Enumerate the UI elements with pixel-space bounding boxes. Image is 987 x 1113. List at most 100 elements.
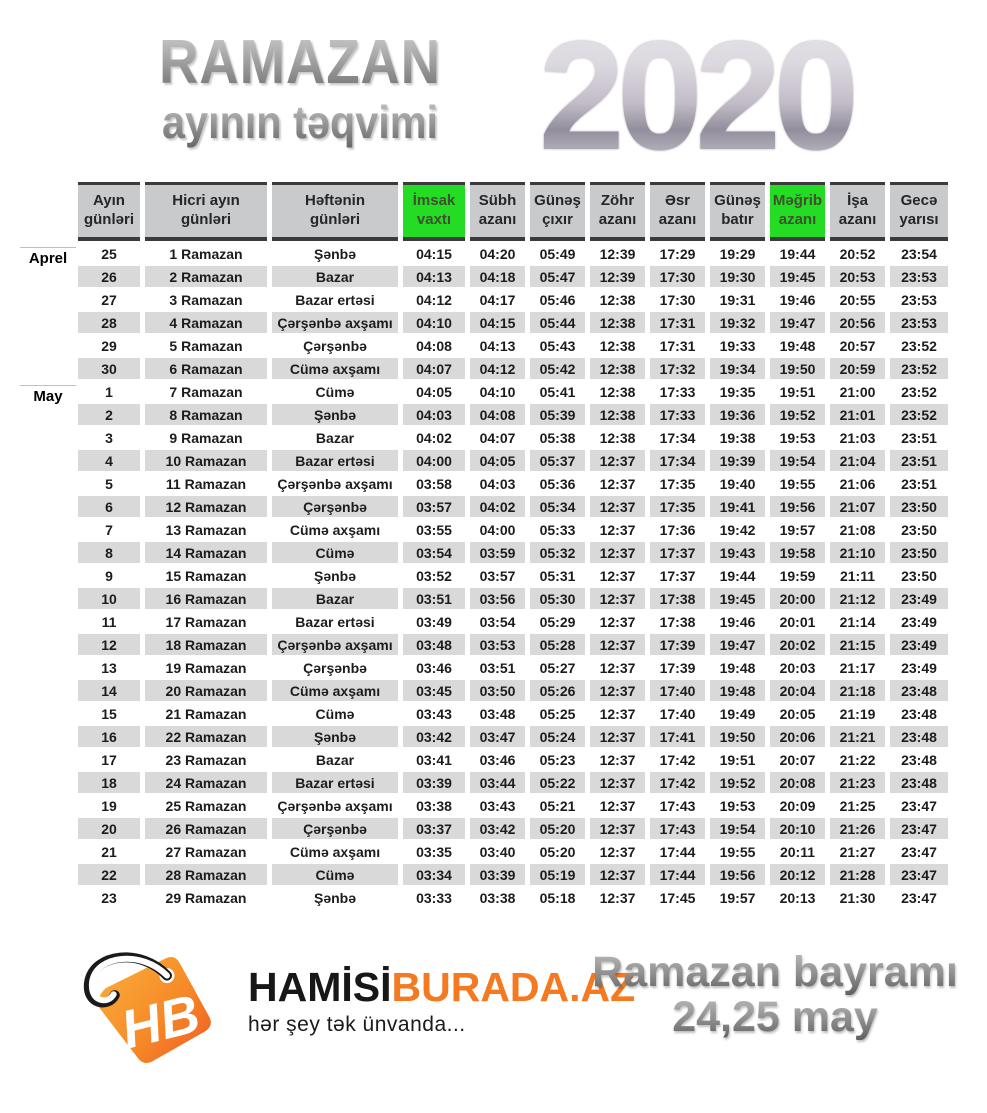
cell-maghrib: 20:09 — [779, 797, 816, 814]
cell-sunrise: 05:44 — [530, 312, 585, 333]
cell-isha: 21:25 — [839, 797, 876, 814]
cell-weekday: Bazar ertəsi — [272, 450, 398, 471]
cell-asr: 17:31 — [650, 312, 705, 333]
cell-isha: 21:27 — [839, 843, 876, 860]
table-row: 15 21 Ramazan Cümə 03:43 03:48 05:25 12:37 17:4… — [78, 703, 948, 724]
cell-zohr: 12:39 — [590, 266, 645, 287]
cell-maghrib: 20:01 — [779, 613, 816, 630]
logo-text: HAMİSİBURADA.AZ hər şey tək ünvanda... — [248, 967, 635, 1037]
cell-hijri: 5 Ramazan — [169, 337, 243, 354]
cell-day: 5 — [105, 475, 113, 492]
cell-asr: 17:40 — [659, 705, 696, 722]
cell-sunrise: 05:31 — [539, 567, 576, 584]
cell-day: 13 — [101, 659, 117, 676]
cell-imsak: 03:35 — [416, 843, 452, 860]
cell-maghrib: 19:44 — [779, 245, 816, 262]
table-row: 30 6 Ramazan Cümə axşamı 04:07 04:12 05:42 12:… — [78, 358, 948, 379]
cell-maghrib: 20:08 — [770, 772, 825, 793]
column-header-asr: Əsr azanı — [650, 182, 705, 241]
cell-hijri: 26 Ramazan — [145, 818, 267, 839]
cell-hijri: 15 Ramazan — [165, 567, 247, 584]
cell-imsak: 03:54 — [403, 542, 465, 563]
cell-isha: 21:04 — [830, 450, 885, 471]
cell-subh: 04:08 — [470, 404, 525, 425]
cell-sunrise: 05:33 — [539, 521, 576, 538]
cell-isha: 21:01 — [830, 404, 885, 425]
title-subtitle: ayının təqvimi — [120, 97, 480, 148]
cell-maghrib: 20:02 — [770, 634, 825, 655]
cell-maghrib: 20:04 — [770, 680, 825, 701]
cell-asr: 17:39 — [650, 634, 705, 655]
cell-subh: 03:38 — [479, 889, 516, 906]
cell-imsak: 03:43 — [416, 705, 452, 722]
cell-maghrib: 19:45 — [770, 266, 825, 287]
cell-zohr: 12:38 — [590, 358, 645, 379]
cell-sunrise: 05:18 — [539, 889, 576, 906]
table-row: 7 13 Ramazan Cümə axşamı 03:55 04:00 05:33 12:… — [78, 519, 948, 540]
cell-sunrise: 05:37 — [530, 450, 585, 471]
cell-day: 16 — [78, 726, 140, 747]
cell-isha: 21:11 — [839, 567, 876, 584]
cell-asr: 17:36 — [659, 521, 696, 538]
cell-imsak: 04:08 — [416, 337, 452, 354]
cell-sunrise: 05:49 — [539, 245, 576, 262]
cell-subh: 03:48 — [479, 705, 516, 722]
cell-imsak: 03:58 — [416, 475, 452, 492]
cell-midnight: 23:48 — [890, 680, 948, 701]
column-header-hijri: Hicri ayın günləri — [145, 182, 267, 241]
table-row: 8 14 Ramazan Cümə 03:54 03:59 05:32 12:37 17:37… — [78, 542, 948, 563]
table-row: 5 11 Ramazan Çərşənbə axşamı 03:58 04:03 05:3… — [78, 473, 948, 494]
cell-sunset: 19:35 — [719, 383, 756, 400]
cell-sunset: 19:42 — [719, 521, 756, 538]
table-row: 3 9 Ramazan Bazar 04:02 04:07 05:38 12:38 17:34… — [78, 427, 948, 448]
cell-asr: 17:43 — [650, 818, 705, 839]
cell-imsak: 04:05 — [416, 383, 452, 400]
cell-sunrise: 05:42 — [530, 358, 585, 379]
hamisiburada-logo: HB HAMİSİBURADA.AZ hər şey tək ünvanda..… — [70, 945, 635, 1065]
cell-sunset: 19:53 — [719, 797, 756, 814]
cell-isha: 20:56 — [830, 312, 885, 333]
cell-midnight: 23:51 — [901, 475, 937, 492]
cell-sunset: 19:56 — [710, 864, 765, 885]
cell-isha: 21:15 — [830, 634, 885, 655]
cell-zohr: 12:37 — [599, 659, 636, 676]
cell-isha: 21:18 — [830, 680, 885, 701]
cell-sunrise: 05:25 — [539, 705, 576, 722]
cell-asr: 17:38 — [650, 588, 705, 609]
table-row: 26 2 Ramazan Bazar 04:13 04:18 05:47 12:39 17:3… — [78, 266, 948, 287]
cell-isha: 20:53 — [830, 266, 885, 287]
cell-maghrib: 19:58 — [770, 542, 825, 563]
cell-sunset: 19:41 — [710, 496, 765, 517]
cell-sunset: 19:38 — [719, 429, 756, 446]
cell-midnight: 23:52 — [901, 337, 937, 354]
cell-isha: 21:12 — [830, 588, 885, 609]
cell-subh: 03:50 — [470, 680, 525, 701]
cell-sunrise: 05:46 — [539, 291, 576, 308]
cell-midnight: 23:47 — [901, 843, 937, 860]
cell-weekday: Cümə — [315, 383, 355, 400]
price-tag-icon: HB — [70, 945, 245, 1070]
cell-sunset: 19:32 — [710, 312, 765, 333]
cell-sunrise: 05:20 — [539, 843, 576, 860]
brand-tagline: hər şey tək ünvanda... — [248, 1013, 466, 1036]
cell-midnight: 23:48 — [890, 726, 948, 747]
cell-imsak: 03:51 — [403, 588, 465, 609]
cell-imsak: 04:00 — [403, 450, 465, 471]
table-header-row: Ayın günləri Hicri ayın günləri Həftənin g… — [78, 182, 948, 241]
cell-midnight: 23:49 — [901, 659, 937, 676]
cell-sunset: 19:49 — [719, 705, 756, 722]
cell-zohr: 12:38 — [599, 429, 636, 446]
cell-asr: 17:34 — [650, 450, 705, 471]
cell-sunset: 19:47 — [710, 634, 765, 655]
cell-asr: 17:37 — [650, 542, 705, 563]
cell-midnight: 23:47 — [901, 797, 937, 814]
cell-imsak: 04:07 — [403, 358, 465, 379]
table-row: 27 3 Ramazan Bazar ertəsi 04:12 04:17 05:46 12… — [78, 289, 948, 310]
cell-weekday: Çərşənbə — [272, 818, 398, 839]
cell-hijri: 19 Ramazan — [165, 659, 247, 676]
cell-day: 9 — [105, 567, 113, 584]
cell-sunrise: 05:27 — [539, 659, 576, 676]
cell-imsak: 03:52 — [416, 567, 452, 584]
cell-weekday: Cümə axşamı — [272, 358, 398, 379]
cell-imsak: 03:55 — [416, 521, 452, 538]
